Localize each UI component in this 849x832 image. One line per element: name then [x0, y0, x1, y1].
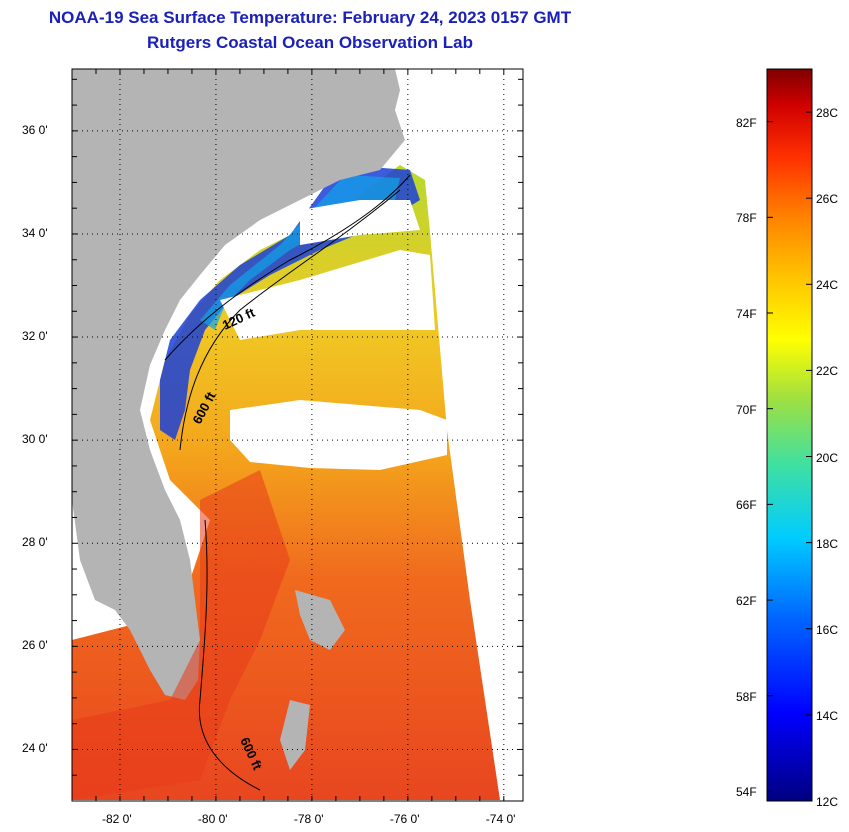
colorbar-label-f: 70F: [736, 402, 757, 417]
colorbar-label-f: 62F: [736, 594, 757, 609]
contour-120ft: [164, 174, 411, 361]
lat-label: 28 0': [22, 535, 48, 550]
colorbar-label-c: 24C: [816, 278, 839, 293]
colorbar-label-f: 78F: [736, 211, 757, 226]
lat-label: 34 0': [22, 225, 48, 240]
lat-label: 36 0': [22, 122, 48, 137]
lon-label: -80 0': [197, 812, 228, 826]
lon-label: -76 0': [389, 812, 420, 826]
colorbar-label-c: 18C: [816, 536, 839, 551]
land-bahamas: [295, 590, 345, 650]
colorbar-label-f: 74F: [736, 307, 757, 321]
axis-ticks: [72, 69, 523, 801]
colorbar-label-f: 66F: [736, 498, 757, 513]
cloud-patch: [230, 400, 447, 470]
colorbar-label-c: 20C: [816, 450, 839, 465]
graticule: [72, 69, 523, 801]
colorbar-ticks: [767, 111, 812, 802]
colorbar-label-f: 54F: [736, 785, 757, 800]
lat-label: 30 0': [22, 432, 48, 447]
lat-label: 32 0': [22, 329, 48, 344]
map-subtitle: Rutgers Coastal Ocean Observation Lab: [147, 33, 473, 52]
colorbar-label-c: 14C: [816, 708, 839, 723]
map-title: NOAA-19 Sea Surface Temperature: Februar…: [48, 8, 572, 27]
lon-label: -78 0': [293, 812, 324, 826]
colorbar-label-f: 58F: [736, 689, 757, 704]
colorbar-label-c: 12C: [816, 795, 839, 809]
colorbar-label-c: 22C: [816, 364, 839, 379]
lat-label: 26 0': [22, 638, 48, 653]
colorbar: [766, 68, 813, 802]
lat-label: 24 0': [22, 741, 48, 756]
lon-label: -74 0': [485, 812, 516, 826]
land-us-southeast: [72, 69, 405, 700]
colorbar-label-c: 26C: [816, 192, 839, 207]
cloud-patch: [220, 250, 435, 340]
colorbar-label-c: 16C: [816, 622, 839, 637]
contour-600ft: [179, 189, 401, 451]
gulf-stream: [72, 470, 290, 800]
colorbar-label-c: 28C: [816, 106, 839, 121]
colorbar-label-f: 82F: [736, 115, 757, 130]
lon-label: -82 0': [101, 812, 132, 826]
